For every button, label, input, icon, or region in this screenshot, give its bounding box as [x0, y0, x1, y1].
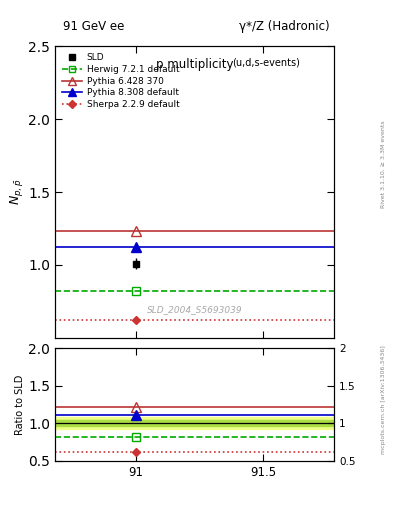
Text: mcplots.cern.ch [arXiv:1306.3436]: mcplots.cern.ch [arXiv:1306.3436]	[381, 345, 386, 454]
Bar	[55, 420, 334, 426]
Text: p multiplicity: p multiplicity	[156, 58, 233, 71]
Text: 91 GeV ee: 91 GeV ee	[63, 20, 124, 33]
Bar	[55, 417, 334, 429]
Legend: SLD, Herwig 7.2.1 default, Pythia 6.428 370, Pythia 8.308 default, Sherpa 2.2.9 : SLD, Herwig 7.2.1 default, Pythia 6.428 …	[59, 51, 182, 112]
Y-axis label: $N_{p,\bar{p}}$: $N_{p,\bar{p}}$	[8, 179, 26, 205]
Text: Rivet 3.1.10, ≥ 3.3M events: Rivet 3.1.10, ≥ 3.3M events	[381, 120, 386, 208]
Y-axis label: Ratio to SLD: Ratio to SLD	[15, 374, 26, 435]
Text: (u,d,s-events): (u,d,s-events)	[232, 58, 300, 68]
Text: SLD_2004_S5693039: SLD_2004_S5693039	[147, 306, 242, 314]
Text: γ*/Z (Hadronic): γ*/Z (Hadronic)	[239, 20, 330, 33]
